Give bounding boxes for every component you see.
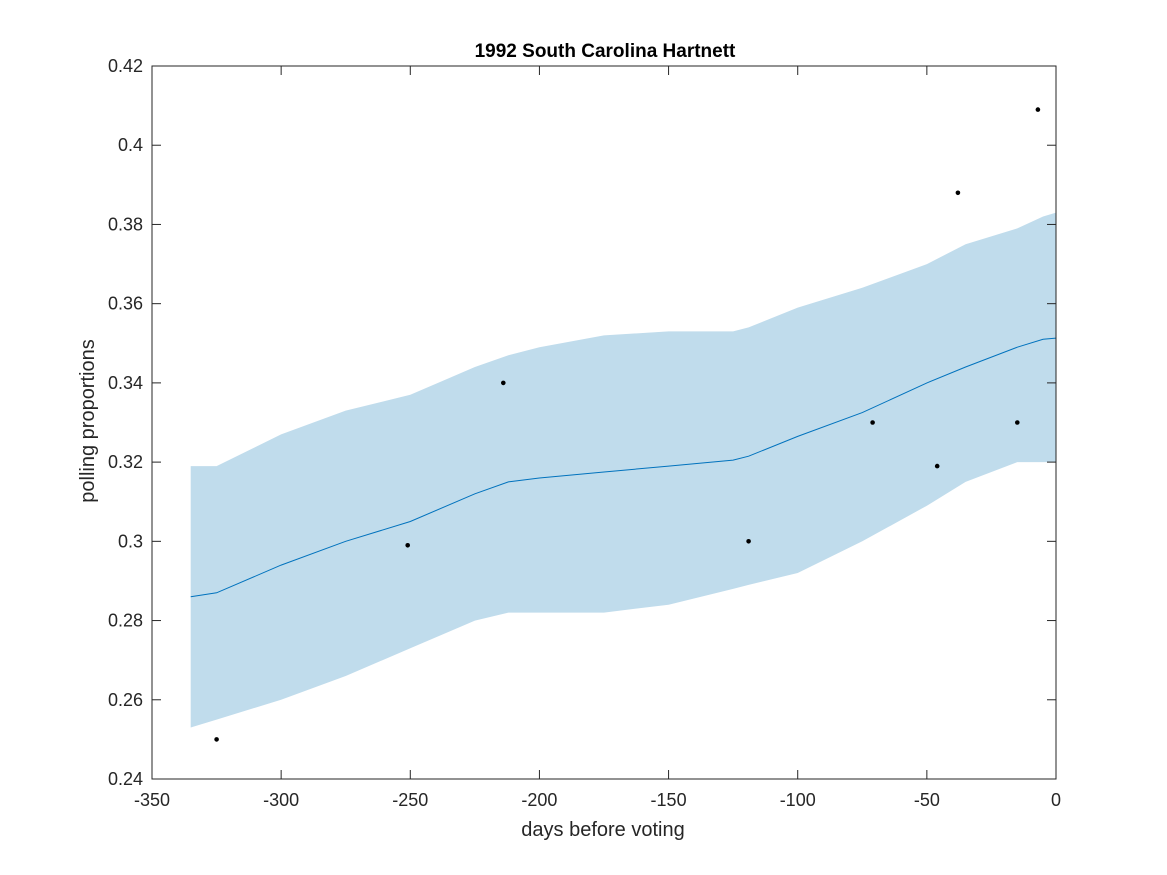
x-tick-label: -100 [780, 790, 816, 810]
data-point [214, 737, 219, 742]
y-tick-label: 0.26 [108, 690, 143, 710]
y-tick-label: 0.24 [108, 769, 143, 789]
data-point [955, 190, 961, 196]
y-tick-label: 0.34 [108, 373, 143, 393]
trend-line [190, 337, 1057, 598]
y-tick-label: 0.3 [118, 531, 143, 551]
x-tick-label: -350 [134, 790, 170, 810]
data-point [934, 463, 940, 469]
axes-box [151, 65, 1057, 780]
x-axis-label: days before voting [521, 819, 684, 841]
data-point [746, 539, 751, 544]
x-tick-label: -50 [914, 790, 940, 810]
data-point [405, 543, 411, 548]
y-tick-label: 0.28 [108, 611, 143, 631]
x-tick-label: 0 [1051, 790, 1061, 810]
data-point [1015, 420, 1020, 425]
x-tick-label: -150 [651, 790, 687, 810]
plot-area: -350 -300 -250 -200 -150 -100 -50 0 0.24 0.26 0.28… [108, 56, 1061, 810]
data-point [870, 420, 875, 425]
x-tick-label: -250 [392, 790, 428, 810]
y-tick-label: 0.38 [108, 214, 143, 234]
data-point [1035, 107, 1041, 112]
y-tick-label: 0.36 [108, 294, 143, 314]
y-axis-label: polling proportions [77, 339, 99, 502]
x-tick-label: -300 [263, 790, 299, 810]
x-tick-label: -200 [521, 790, 557, 810]
y-tick-label: 0.42 [108, 56, 143, 76]
data-point [501, 380, 506, 386]
chart-title: 1992 South Carolina Hartnett [475, 41, 736, 62]
y-tick-label: 0.4 [118, 135, 143, 155]
y-tick-label: 0.32 [108, 452, 143, 472]
